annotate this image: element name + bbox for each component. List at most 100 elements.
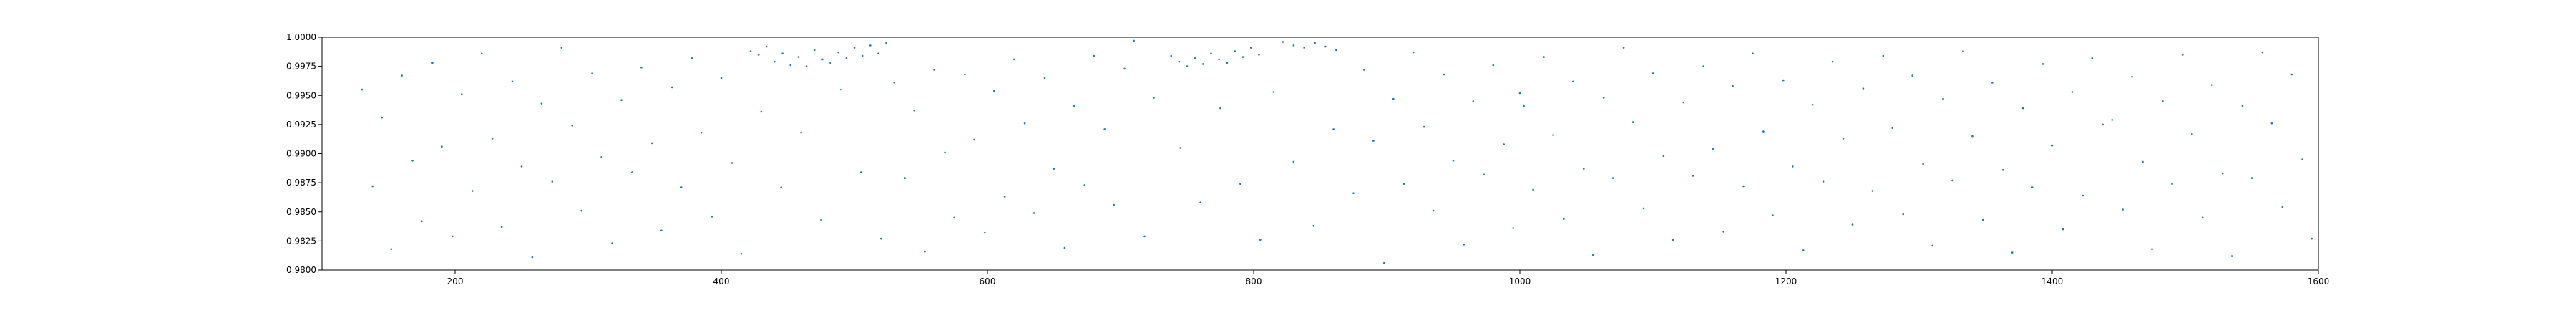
data-point (820, 218, 822, 221)
data-point (2142, 160, 2144, 163)
data-point (1272, 91, 1275, 93)
data-point (1942, 97, 1944, 100)
data-point (1073, 105, 1075, 107)
data-point (680, 186, 683, 188)
data-point (933, 69, 935, 71)
data-point (1194, 57, 1196, 59)
data-point (1250, 47, 1252, 49)
data-point (913, 110, 915, 112)
data-point (471, 190, 474, 192)
data-point (1259, 239, 1262, 241)
data-point (1543, 56, 1545, 58)
data-point (1672, 239, 1674, 241)
data-point (371, 185, 374, 188)
data-point (1842, 138, 1845, 140)
data-point (491, 138, 494, 140)
data-point (1443, 73, 1445, 76)
data-point (1922, 163, 1924, 165)
x-tick-label: 1400 (2041, 276, 2064, 286)
data-point (781, 52, 784, 54)
data-point (511, 80, 514, 83)
data-point (620, 99, 623, 101)
data-point (879, 237, 882, 240)
data-point (1911, 74, 1913, 77)
data-point (2102, 123, 2104, 126)
data-point (1991, 82, 1994, 84)
data-point (2091, 57, 2094, 59)
data-point (1962, 50, 1964, 52)
data-point (720, 77, 723, 80)
x-tick-label: 200 (447, 276, 464, 286)
data-point (1324, 45, 1327, 48)
data-point (1303, 47, 1305, 49)
data-point (1392, 97, 1395, 100)
data-point (1762, 130, 1765, 133)
data-point (1982, 218, 1984, 221)
data-point (853, 47, 856, 49)
data-point (845, 57, 848, 59)
data-point (1423, 125, 1425, 128)
data-point (580, 209, 582, 212)
data-point (640, 67, 643, 69)
data-point (1123, 67, 1126, 70)
data-point (1518, 92, 1521, 95)
data-point (1352, 192, 1355, 195)
x-axis: 200 400 600 800 1000 1200 1400 1600 (447, 270, 2329, 286)
data-point (2290, 73, 2293, 76)
data-point (893, 82, 896, 84)
data-point (2011, 251, 2014, 254)
data-point (797, 56, 800, 58)
data-point (1631, 121, 1634, 123)
y-tick-label: 1.0000 (286, 32, 316, 42)
data-point (1951, 179, 1953, 182)
data-point (1742, 185, 1745, 188)
data-point (1463, 244, 1465, 246)
data-point (2182, 54, 2184, 56)
data-point (2230, 255, 2233, 257)
data-point (1033, 212, 1035, 214)
data-point (660, 229, 663, 232)
data-point (1532, 188, 1534, 191)
data-point (381, 116, 383, 119)
data-point (1931, 244, 1933, 247)
data-point (1611, 177, 1614, 179)
data-point (1483, 173, 1485, 176)
data-point (1043, 77, 1046, 80)
data-point (840, 88, 842, 91)
y-tick-label: 0.9800 (286, 265, 316, 275)
data-point (1093, 54, 1096, 57)
data-point (1552, 134, 1554, 136)
data-point (1178, 60, 1181, 63)
data-point (2162, 100, 2164, 102)
data-point (1063, 246, 1066, 249)
data-point (740, 252, 743, 255)
data-point (1210, 52, 1212, 54)
data-point (860, 171, 862, 173)
data-point (591, 72, 593, 74)
data-point (1202, 63, 1204, 65)
data-point (749, 50, 752, 52)
data-point (2281, 206, 2284, 208)
data-point (1882, 54, 1885, 57)
data-point (1792, 165, 1794, 168)
plot-area (322, 37, 2318, 270)
data-point (1583, 168, 1585, 170)
data-point (1662, 155, 1665, 157)
data-point (1802, 249, 1805, 251)
data-point (944, 151, 946, 154)
data-point (984, 231, 986, 234)
data-point (2241, 105, 2244, 107)
data-point (1312, 224, 1314, 227)
data-point (1133, 39, 1135, 42)
data-point (2062, 228, 2064, 231)
data-point (1314, 42, 1316, 44)
data-point (1053, 168, 1055, 170)
data-point (631, 171, 633, 173)
data-point (1891, 127, 1894, 130)
data-point (2071, 91, 2074, 93)
data-point (1292, 160, 1295, 163)
data-point (2082, 194, 2084, 197)
data-point (861, 54, 864, 57)
data-point (551, 180, 554, 183)
